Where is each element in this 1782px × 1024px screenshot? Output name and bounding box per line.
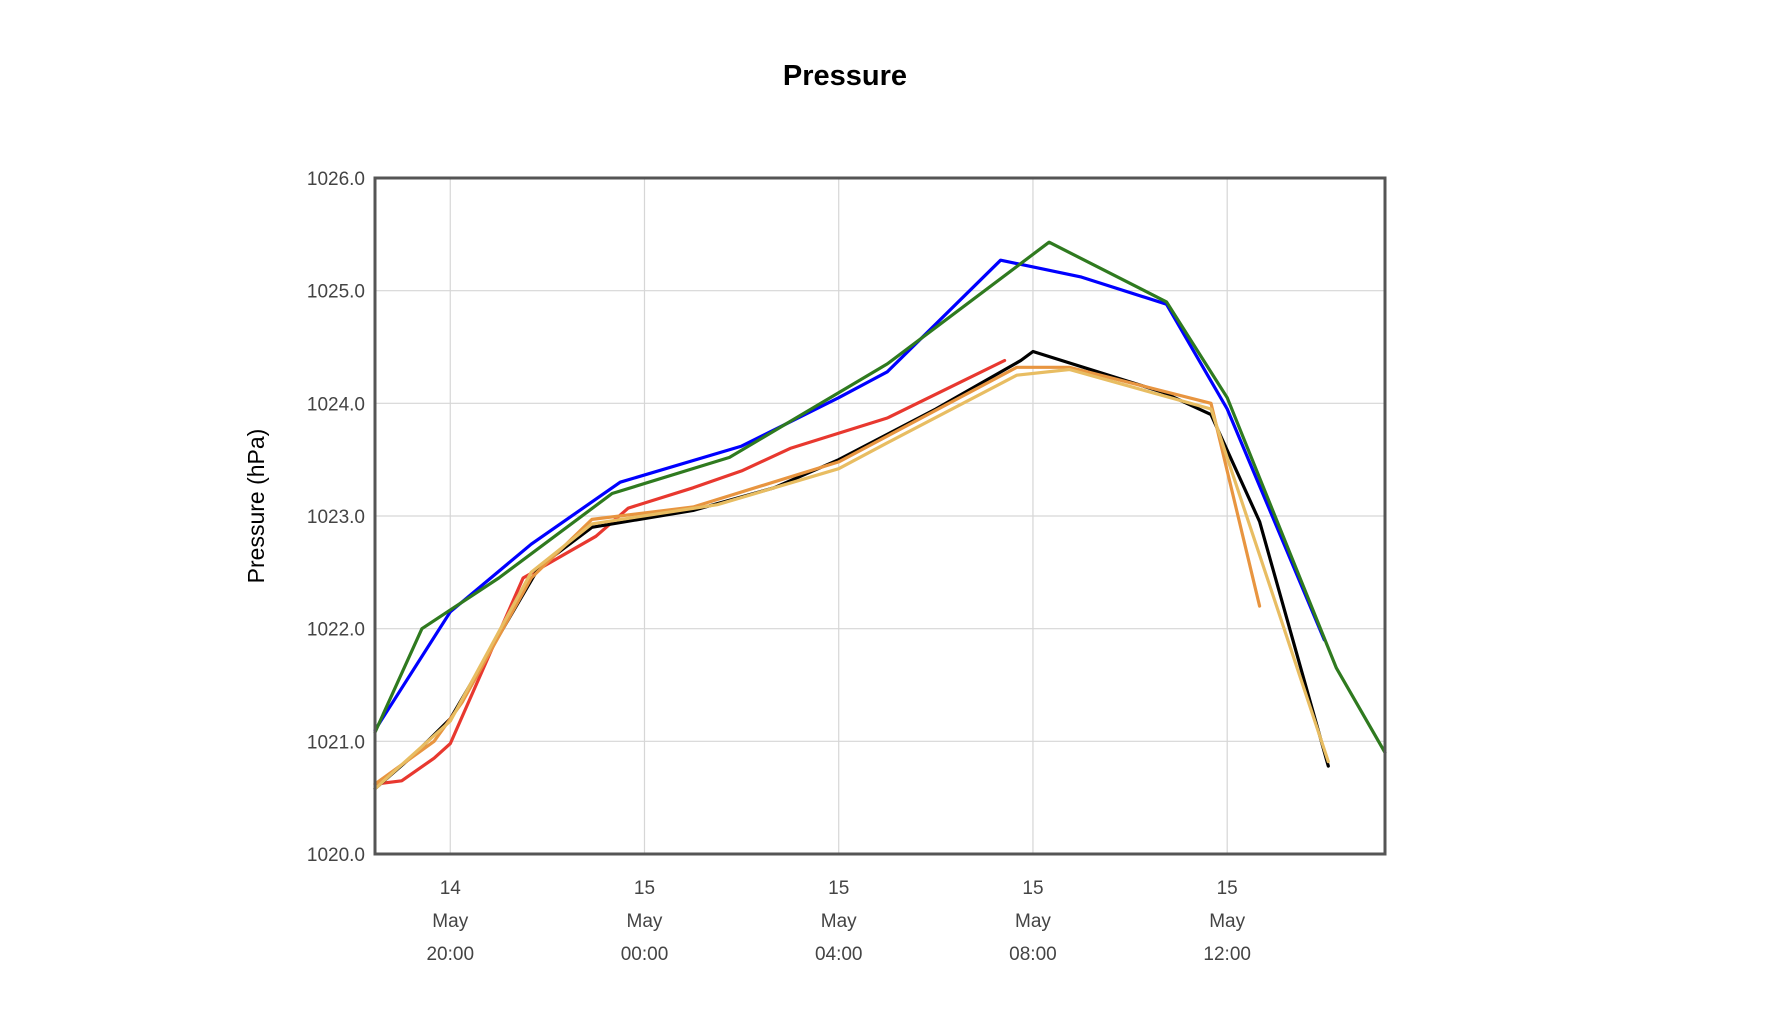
series-lines (373, 240, 1387, 791)
x-tick-label: 15 (1022, 878, 1043, 899)
y-tick-label: 1026.0 (307, 169, 365, 190)
x-tick-label: 14 (440, 878, 462, 899)
series-line-1 (373, 258, 1326, 732)
y-tick-label: 1024.0 (307, 394, 365, 415)
x-tick-label: May (1015, 911, 1051, 932)
series-line-2 (373, 240, 1387, 755)
x-tick-label: May (627, 911, 663, 932)
x-tick-label: 04:00 (815, 944, 863, 965)
x-tick-label: 15 (634, 878, 655, 899)
x-tick-label: 08:00 (1009, 944, 1057, 965)
x-tick-label: May (1209, 911, 1245, 932)
x-tick-label: May (821, 911, 857, 932)
x-tick-label: 12:00 (1203, 944, 1251, 965)
y-tick-label: 1025.0 (307, 282, 365, 303)
series-line-5 (373, 365, 1262, 786)
x-axis-ticks: 14 May 20:00 15 May 00:00 15 May 04:00 15 May 08:00… (426, 878, 1250, 965)
y-tick-label: 1023.0 (307, 507, 365, 528)
y-tick-label: 1022.0 (307, 620, 365, 641)
y-tick-label: 1020.0 (307, 845, 365, 866)
series-line-4 (373, 349, 1330, 791)
y-axis-label: Pressure (hPa) (243, 429, 269, 584)
plot-area-border (373, 176, 1387, 856)
grid (375, 177, 1385, 855)
series-line-6 (373, 367, 1330, 791)
x-tick-label: 20:00 (426, 944, 474, 965)
x-tick-label: 15 (1217, 878, 1238, 899)
x-tick-label: May (432, 911, 468, 932)
y-axis-ticks: 1020.0 1021.0 1022.0 1023.0 1024.0 1025.0 1026… (307, 169, 365, 866)
y-tick-label: 1021.0 (307, 732, 365, 753)
x-tick-label: 00:00 (621, 944, 669, 965)
x-tick-label: 15 (828, 878, 849, 899)
chart-title: Pressure (782, 60, 908, 92)
